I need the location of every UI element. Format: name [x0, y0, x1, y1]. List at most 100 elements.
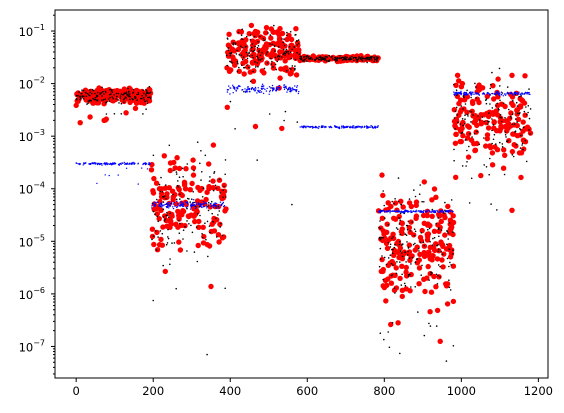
- point-2-732: [449, 210, 452, 212]
- point-1-172: [186, 220, 188, 222]
- point-1-742: [417, 247, 420, 250]
- point-2-576: [363, 126, 365, 128]
- point-1-259: [172, 193, 174, 196]
- point-1-145: [79, 95, 81, 98]
- point-1-710: [380, 236, 383, 239]
- point-2-359: [226, 91, 229, 93]
- point-1-303: [296, 121, 299, 123]
- point-1-308: [227, 49, 230, 51]
- point-2-560: [344, 126, 346, 128]
- point-2-149: [152, 203, 154, 205]
- point-2-313: [263, 85, 265, 87]
- point-1-154: [218, 210, 221, 212]
- point-0-128: [121, 86, 128, 92]
- point-1-345: [246, 57, 249, 60]
- point-1-193: [208, 180, 211, 182]
- point-0-967: [476, 99, 482, 106]
- point-0-897: [514, 111, 520, 117]
- point-1-74: [103, 93, 105, 95]
- point-2-310: [244, 88, 246, 90]
- point-0-850: [399, 287, 406, 293]
- point-1-909: [525, 160, 528, 163]
- point-2-250: [217, 204, 220, 207]
- point-1-104: [80, 97, 82, 100]
- point-0-688: [433, 194, 439, 200]
- point-1-443: [285, 51, 288, 53]
- point-1-476: [300, 58, 302, 61]
- point-1-396: [281, 56, 283, 58]
- point-1-723: [422, 241, 425, 244]
- point-2-384: [294, 85, 296, 87]
- point-1-55: [81, 92, 83, 95]
- point-0-410: [252, 123, 259, 130]
- point-1-287: [182, 229, 185, 231]
- point-0-937: [500, 165, 507, 171]
- point-1-791: [462, 124, 464, 127]
- point-2-437: [297, 92, 300, 95]
- point-2-819: [527, 93, 529, 95]
- point-1-757: [427, 228, 429, 231]
- point-1-743: [438, 227, 440, 229]
- point-1-108: [115, 98, 117, 100]
- point-1-860: [504, 131, 507, 133]
- point-1-106: [123, 98, 125, 101]
- point-1-413: [265, 53, 268, 55]
- point-0-979: [502, 152, 508, 158]
- point-1-400: [256, 46, 259, 49]
- point-1-192: [161, 232, 164, 235]
- point-1-162: [158, 183, 161, 186]
- point-1-604: [387, 241, 390, 244]
- point-1-668: [448, 222, 451, 224]
- point-2-285: [182, 205, 185, 207]
- point-1-824: [490, 83, 492, 86]
- point-2-30: [95, 162, 97, 164]
- point-2-755: [505, 93, 507, 95]
- point-2-882: [455, 92, 457, 94]
- point-0-370: [287, 71, 293, 77]
- point-2-674: [380, 210, 383, 213]
- point-1-276: [157, 220, 159, 223]
- point-1-542: [314, 59, 316, 61]
- point-1-434: [276, 60, 279, 63]
- point-1-56: [75, 97, 78, 100]
- point-2-381: [250, 87, 253, 90]
- point-2-525: [359, 126, 362, 128]
- point-1-301: [270, 57, 272, 60]
- point-1-928: [485, 102, 488, 105]
- point-1-153: [207, 204, 209, 206]
- point-2-551: [357, 126, 359, 128]
- point-1-558: [346, 56, 348, 59]
- point-2-226: [203, 203, 205, 206]
- point-1-857: [498, 67, 501, 70]
- point-1-711: [441, 253, 444, 255]
- point-2-860: [496, 93, 498, 95]
- point-2-510: [318, 126, 320, 128]
- point-1-866: [496, 209, 498, 211]
- point-1-446: [277, 58, 280, 60]
- point-1-355: [271, 60, 273, 63]
- point-1-867: [501, 120, 503, 123]
- point-0-469: [263, 41, 270, 47]
- point-2-135: [145, 162, 147, 164]
- point-0-716: [413, 215, 419, 221]
- point-2-288: [169, 205, 172, 207]
- point-2-429: [247, 86, 250, 88]
- point-1-657: [381, 255, 383, 257]
- point-2-584: [358, 125, 360, 127]
- point-0-781: [385, 200, 391, 206]
- point-2-156: [185, 207, 188, 209]
- point-1-607: [450, 199, 453, 201]
- point-2-178: [153, 202, 155, 204]
- point-0-807: [391, 215, 397, 221]
- point-2-275: [172, 207, 175, 210]
- point-0-761: [425, 231, 432, 237]
- point-2-89: [142, 163, 145, 165]
- point-0-950: [465, 154, 472, 160]
- point-2-328: [232, 84, 234, 87]
- point-1-515: [363, 57, 366, 60]
- point-2-68: [117, 174, 119, 176]
- point-1-579: [308, 58, 310, 60]
- point-2-719: [421, 211, 424, 213]
- point-0-701: [399, 293, 405, 300]
- y-tick-label-6: 10−1: [19, 23, 45, 39]
